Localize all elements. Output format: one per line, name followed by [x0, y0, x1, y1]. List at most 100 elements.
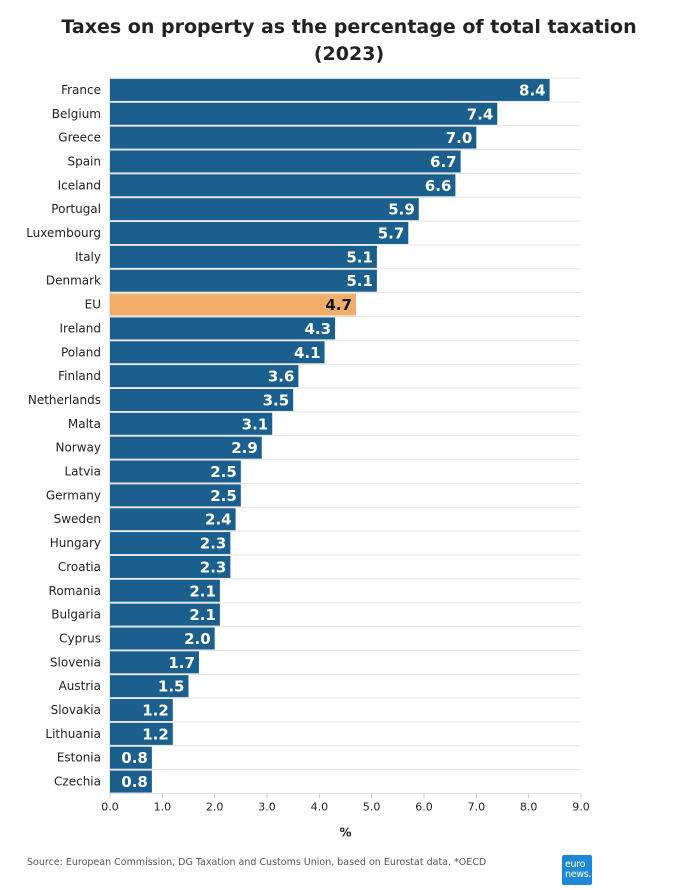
- value-label: 1.7: [168, 654, 195, 672]
- value-label: 4.3: [304, 320, 331, 338]
- bar-finland: [110, 365, 299, 388]
- bar-chart: 8.4 7.4 7.0 6.7 6.6 5.9 5.7 5.1 5.1 4.7 4.3 4.1 3.6 3…: [26, 77, 590, 840]
- value-label: 3.5: [263, 391, 290, 409]
- category-label: EU: [85, 298, 101, 312]
- category-label: Malta: [68, 417, 101, 431]
- category-label: Netherlands: [28, 393, 101, 407]
- value-label: 2.3: [200, 535, 227, 553]
- grid-lines: [109, 77, 581, 794]
- value-label: 6.7: [430, 153, 457, 171]
- value-label: 2.1: [189, 582, 216, 600]
- value-label: 3.6: [268, 368, 295, 386]
- value-label: 0.8: [121, 773, 148, 791]
- value-label: 1.5: [158, 678, 185, 696]
- value-label: 7.0: [446, 129, 473, 147]
- value-label: 4.1: [294, 344, 321, 362]
- source-note: Source: European Commission, DG Taxation…: [27, 857, 487, 868]
- category-label: Portugal: [51, 202, 101, 216]
- bar-ireland: [110, 317, 336, 340]
- category-label: France: [61, 83, 101, 97]
- bar-france: [110, 78, 550, 101]
- category-label: Cyprus: [59, 631, 101, 645]
- category-label: Germany: [46, 488, 101, 502]
- category-label: Bulgaria: [51, 608, 101, 622]
- x-tick-label: 2.0: [206, 801, 224, 814]
- bar-denmark: [110, 269, 377, 292]
- value-label: 2.5: [210, 463, 237, 481]
- category-label: Greece: [58, 131, 101, 145]
- x-tick-label: 9.0: [572, 801, 590, 814]
- bar-croatia: [110, 555, 231, 578]
- category-label: Sweden: [54, 512, 101, 526]
- value-label: 2.3: [200, 558, 227, 576]
- category-label: Hungary: [50, 536, 101, 550]
- value-label: 0.8: [121, 749, 148, 767]
- bar-austria: [110, 675, 189, 698]
- bar-belgium: [110, 102, 498, 125]
- bar-hungary: [110, 532, 231, 555]
- category-label: Finland: [58, 369, 101, 383]
- value-label: 1.2: [142, 725, 169, 743]
- logo-text-line-2: news.: [565, 869, 592, 880]
- value-label: 2.0: [184, 630, 211, 648]
- x-tick-label: 1.0: [154, 801, 172, 814]
- value-label: 5.9: [388, 201, 415, 219]
- value-label: 5.1: [346, 248, 373, 266]
- bar-latvia: [110, 460, 241, 483]
- chart-title-line-1: Taxes on property as the percentage of t…: [61, 16, 637, 38]
- category-label: Slovakia: [51, 703, 101, 717]
- x-tick-label: 4.0: [311, 801, 329, 814]
- category-label: Italy: [75, 250, 101, 264]
- bar-estonia: [110, 746, 152, 769]
- category-label: Lithuania: [45, 727, 101, 741]
- category-label: Latvia: [64, 465, 101, 479]
- x-tick-label: 6.0: [415, 801, 433, 814]
- bar-sweden: [110, 508, 236, 531]
- bar-iceland: [110, 174, 456, 197]
- value-label: 2.4: [205, 511, 232, 529]
- category-label: Spain: [67, 154, 101, 168]
- category-label: Ireland: [59, 321, 101, 335]
- value-label: 1.2: [142, 702, 169, 720]
- x-axis-ticks: 0.0 1.0 2.0 3.0 4.0 5.0 6.0 7.0 8.0 9.0: [101, 793, 590, 814]
- category-labels: France Belgium Greece Spain Iceland Portugal L…: [26, 83, 101, 789]
- value-label: 6.6: [425, 177, 452, 195]
- bar-cyprus: [110, 627, 215, 650]
- bar-germany: [110, 484, 241, 507]
- value-label: 2.5: [210, 487, 237, 505]
- value-label: 4.7: [325, 296, 352, 314]
- value-label: 2.1: [189, 606, 216, 624]
- category-label: Norway: [55, 441, 101, 455]
- logo-text-line-1: euro: [565, 859, 586, 870]
- bar-slovenia: [110, 651, 199, 674]
- category-label: Denmark: [46, 274, 101, 288]
- euronews-logo: euro news.: [562, 855, 592, 885]
- category-label: Austria: [59, 679, 101, 693]
- bar-poland: [110, 341, 325, 364]
- bar-luxembourg: [110, 222, 409, 245]
- bar-bulgaria: [110, 603, 220, 626]
- bar-eu: [110, 293, 356, 316]
- value-label: 5.1: [346, 272, 373, 290]
- category-label: Iceland: [58, 178, 101, 192]
- x-tick-label: 0.0: [101, 801, 119, 814]
- category-label: Belgium: [52, 107, 101, 121]
- category-label: Romania: [49, 584, 101, 598]
- bars: 8.4 7.4 7.0 6.7 6.6 5.9 5.7 5.1 5.1 4.7 4.3 4.1 3.6 3…: [110, 78, 550, 793]
- bar-italy: [110, 245, 377, 268]
- x-tick-label: 8.0: [520, 801, 538, 814]
- bar-portugal: [110, 198, 419, 221]
- bar-greece: [110, 126, 477, 149]
- x-axis-title: %: [339, 826, 351, 840]
- value-label: 5.7: [378, 225, 405, 243]
- category-label: Croatia: [58, 560, 101, 574]
- chart-title: Taxes on property as the percentage of t…: [0, 14, 698, 68]
- category-label: Poland: [61, 345, 101, 359]
- bar-czechia: [110, 770, 152, 793]
- bar-norway: [110, 436, 262, 459]
- x-tick-label: 3.0: [258, 801, 276, 814]
- bar-spain: [110, 150, 461, 173]
- chart-title-line-2: (2023): [313, 43, 385, 65]
- value-label: 3.1: [242, 415, 269, 433]
- value-label: 2.9: [231, 439, 258, 457]
